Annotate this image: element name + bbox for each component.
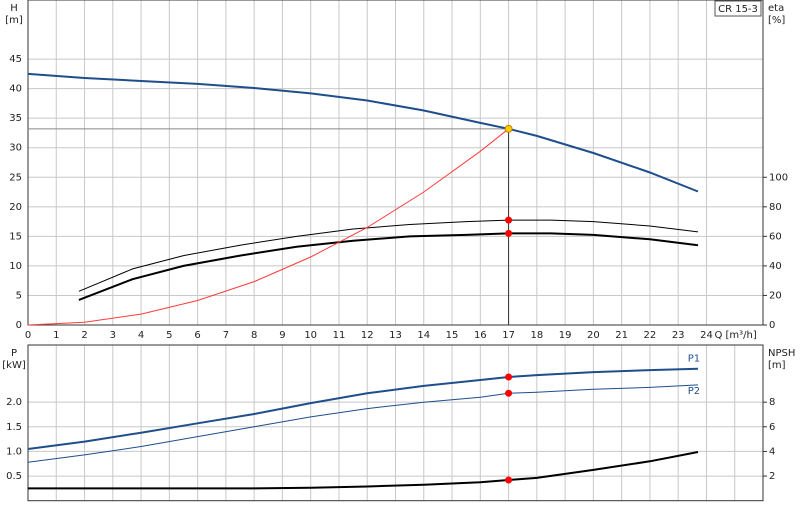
y-tick-label: 30 [9, 143, 22, 154]
series-label: P2 [688, 386, 700, 397]
operating-point [505, 476, 513, 484]
operating-point [505, 229, 513, 237]
x-tick-label: 12 [361, 330, 374, 341]
curve [27, 72, 699, 193]
y2-axis-unit: [%] [768, 15, 785, 26]
operating-point [504, 124, 513, 133]
y-tick-label: 0.5 [6, 471, 22, 482]
y-tick-label: 40 [9, 84, 22, 95]
y-tick-label: 2.0 [6, 397, 22, 408]
y2-axis-label: eta [768, 3, 784, 14]
x-tick-label: 19 [559, 330, 572, 341]
x-tick-label: 7 [223, 330, 229, 341]
y-tick-label: 15 [9, 231, 22, 242]
y-tick-label: 1.5 [6, 422, 22, 433]
y-tick-label: 5 [16, 290, 22, 301]
y-tick-label: 20 [9, 202, 22, 213]
x-tick-label: 0 [25, 330, 31, 341]
y-tick-label: 35 [9, 113, 22, 124]
y-axis-unit: [kW] [2, 360, 26, 371]
model-label: CR 15-3 [718, 4, 758, 15]
x-tick-label: 14 [417, 330, 430, 341]
y2-tick-label: 4 [769, 446, 775, 457]
operating-point [505, 373, 513, 381]
curve [78, 219, 699, 292]
x-tick-label: 10 [304, 330, 317, 341]
x-tick-label: 22 [644, 330, 657, 341]
x-tick-label: 2 [81, 330, 87, 341]
x-tick-label: 20 [587, 330, 600, 341]
x-tick-label: 6 [194, 330, 200, 341]
x-tick-label: 23 [672, 330, 685, 341]
operating-point [505, 216, 513, 224]
y-tick-label: 10 [9, 261, 22, 272]
x-tick-label: 3 [110, 330, 116, 341]
y2-tick-label: 2 [769, 471, 775, 482]
y2-tick-label: 40 [769, 261, 782, 272]
y2-axis-unit: [m] [768, 360, 786, 371]
y2-tick-label: 8 [769, 397, 775, 408]
y-axis-unit: [m] [5, 15, 23, 26]
y-tick-label: 1.0 [6, 446, 22, 457]
y-axis-label: P [11, 348, 17, 359]
y2-tick-label: 80 [769, 202, 782, 213]
x-axis-label: Q [m³/h] [714, 330, 756, 341]
x-tick-label: 9 [279, 330, 285, 341]
x-tick-label: 13 [389, 330, 402, 341]
y-tick-label: 25 [9, 172, 22, 183]
curve [28, 451, 699, 490]
curve [27, 367, 699, 450]
curve [27, 384, 699, 463]
curve [27, 128, 509, 326]
y-tick-label: 45 [9, 54, 22, 65]
curve [78, 232, 699, 301]
y2-axis-label: NPSH [768, 348, 795, 359]
series-label: P1 [688, 354, 700, 365]
x-tick-label: 17 [502, 330, 515, 341]
y2-tick-label: 20 [769, 290, 782, 301]
model-box [714, 0, 762, 17]
plot-frame [27, 0, 764, 326]
x-tick-label: 5 [166, 330, 172, 341]
x-tick-label: 24 [700, 330, 713, 341]
y2-tick-label: 60 [769, 231, 782, 242]
y2-tick-label: 100 [769, 172, 788, 183]
x-tick-label: 16 [474, 330, 487, 341]
x-tick-label: 18 [530, 330, 543, 341]
x-tick-label: 1 [53, 330, 59, 341]
x-tick-label: 8 [251, 330, 257, 341]
x-tick-label: 4 [138, 330, 144, 341]
y-axis-label: H [10, 3, 18, 14]
x-tick-label: 11 [333, 330, 346, 341]
y2-tick-label: 6 [769, 422, 775, 433]
plot-frame [27, 344, 764, 502]
x-tick-label: 15 [446, 330, 459, 341]
y2-tick-label: 0 [769, 320, 775, 331]
x-tick-label: 21 [615, 330, 628, 341]
y-tick-label: 0 [16, 320, 22, 331]
operating-point [505, 389, 513, 397]
